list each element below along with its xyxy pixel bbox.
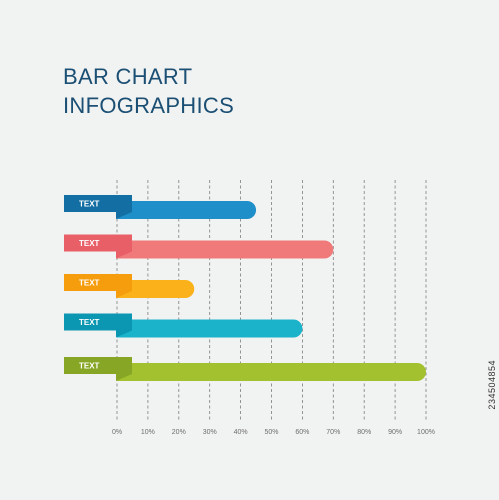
x-tick-label: 90% xyxy=(388,429,402,436)
bar-label-box xyxy=(64,234,132,252)
bar xyxy=(117,319,303,338)
grid-lines xyxy=(116,180,427,422)
label-fold xyxy=(116,212,132,219)
bar-label: TEXT xyxy=(79,200,100,209)
x-tick-label: 80% xyxy=(357,429,371,436)
bar xyxy=(117,280,195,298)
bar xyxy=(117,363,426,381)
label-fold xyxy=(116,330,132,338)
label-fold xyxy=(116,291,132,298)
bar-label-box xyxy=(64,195,132,212)
bar-label: TEXT xyxy=(79,279,100,288)
x-tick-label: 60% xyxy=(295,429,309,436)
bar-label-box xyxy=(64,357,132,374)
x-tick-label: 40% xyxy=(234,429,248,436)
bar xyxy=(117,240,334,259)
bar-row: TEXT xyxy=(64,274,195,298)
page-title: BAR CHART INFOGRAPHICS xyxy=(63,62,234,120)
side-stamp: 234504854 xyxy=(487,360,497,410)
bar-row: TEXT xyxy=(64,357,426,381)
bar-row: TEXT xyxy=(64,195,257,219)
x-tick-label: 10% xyxy=(141,429,155,436)
label-fold xyxy=(116,374,132,381)
x-tick-label: 70% xyxy=(326,429,340,436)
x-tick-label: 50% xyxy=(264,429,278,436)
x-axis-ticks: 0% 10% 20% 30% 40% 50% 60% 70% 80% 90% 100% xyxy=(112,429,435,436)
x-tick-label: 30% xyxy=(203,429,217,436)
bar-label-box xyxy=(64,274,132,291)
bar-label: TEXT xyxy=(79,239,100,248)
x-tick-label: 20% xyxy=(172,429,186,436)
label-fold xyxy=(116,251,132,259)
title-line-2: INFOGRAPHICS xyxy=(63,93,235,118)
title-line-1: BAR CHART xyxy=(63,64,193,89)
bar xyxy=(117,201,257,219)
bar-label-box xyxy=(64,313,132,331)
x-tick-label: 0% xyxy=(112,429,122,436)
bar-label: TEXT xyxy=(79,318,100,327)
bar-row: TEXT xyxy=(64,234,334,259)
bar-row: TEXT xyxy=(64,313,303,338)
bar-label: TEXT xyxy=(79,362,100,371)
bars: TEXT TEXT TEXT TEXT TEXT xyxy=(64,195,426,381)
x-tick-label: 100% xyxy=(417,429,435,436)
